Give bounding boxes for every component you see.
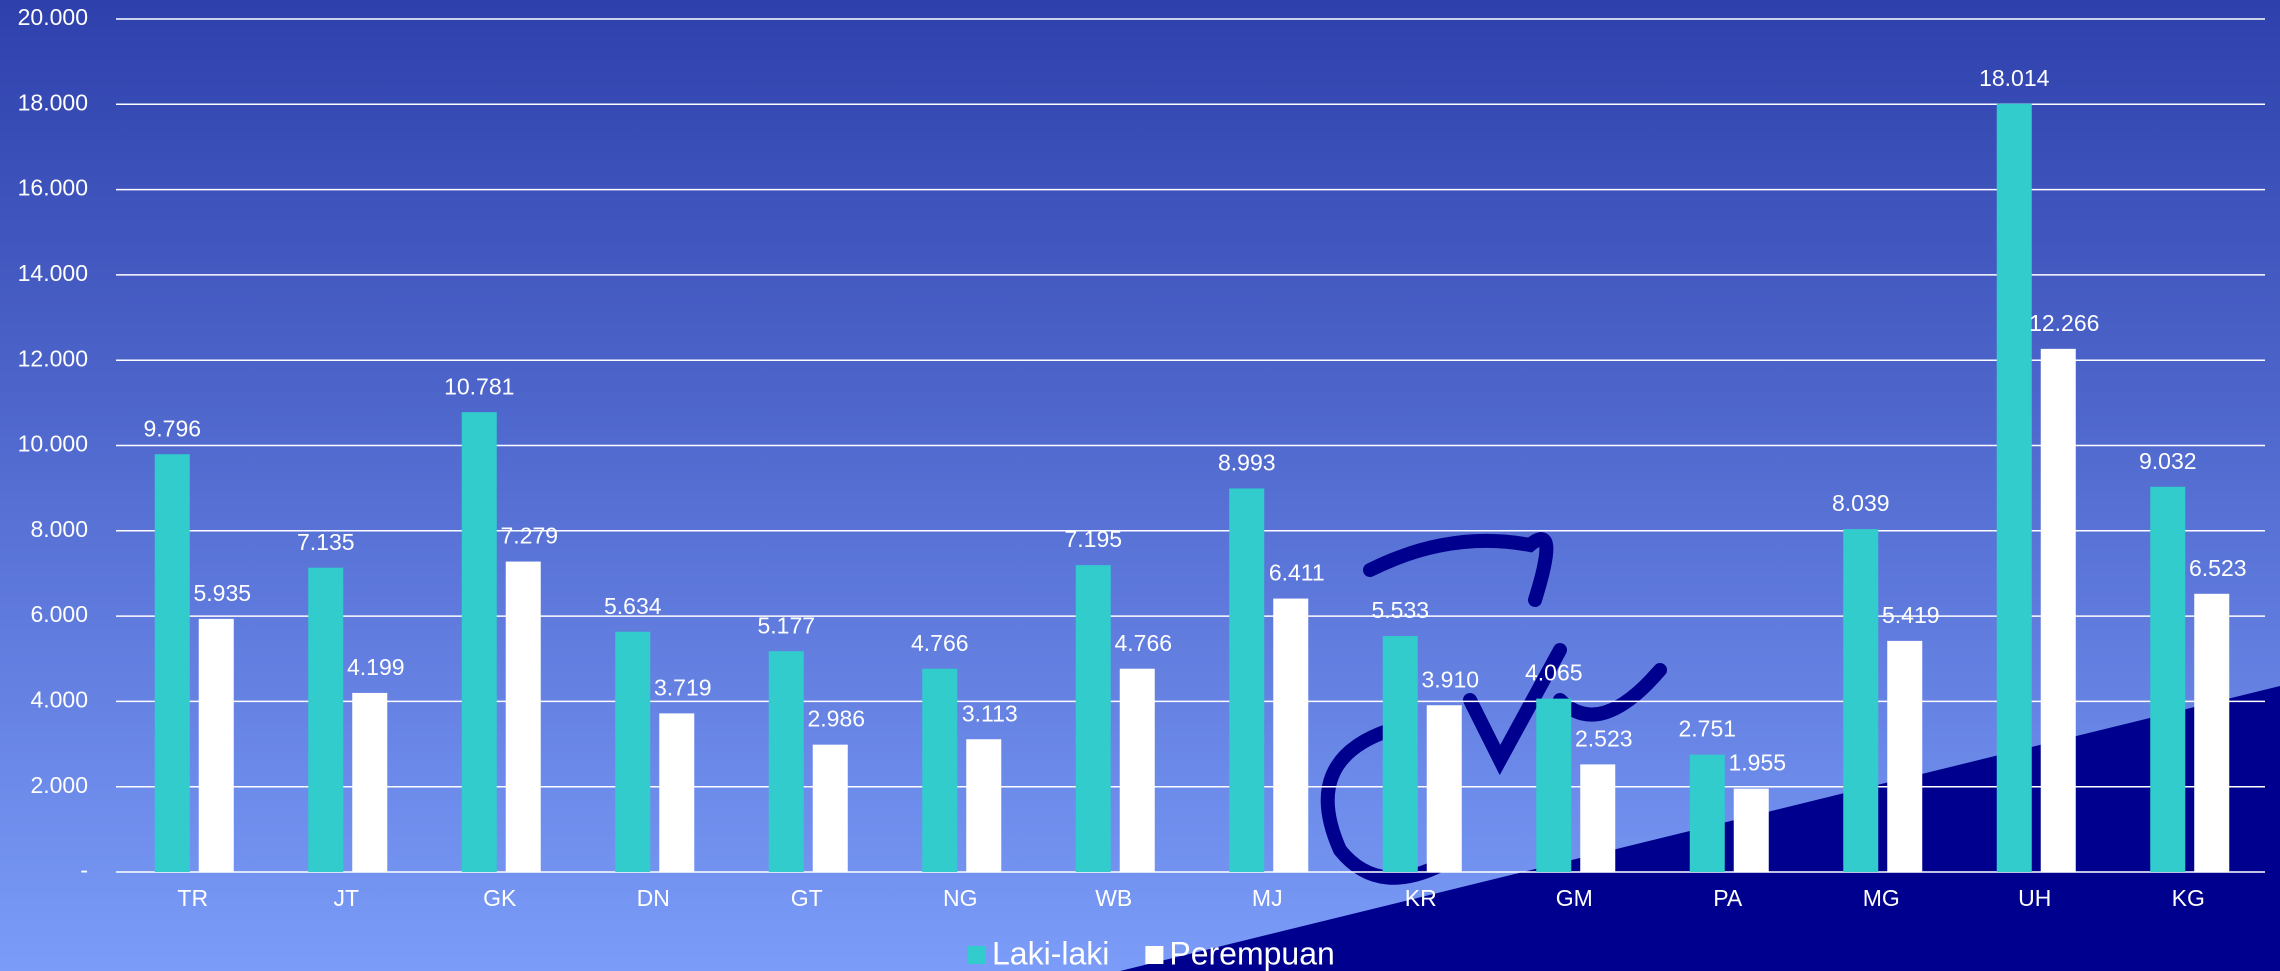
bar: [1075, 565, 1111, 872]
legend-marker: [1145, 946, 1164, 964]
bar: [2150, 486, 2186, 872]
bar: [505, 561, 541, 872]
value-label: 7.195: [1064, 526, 1122, 552]
y-tick-label: -: [80, 857, 88, 883]
bar: [1426, 705, 1462, 872]
bar: [1536, 698, 1572, 872]
value-label: 4.766: [911, 630, 969, 656]
value-label: 4.199: [347, 654, 405, 680]
y-tick-label: 4.000: [30, 686, 88, 712]
bar: [2040, 348, 2076, 872]
value-label: 18.014: [1979, 65, 2050, 91]
x-tick-label: GT: [791, 885, 823, 911]
bar: [1382, 636, 1418, 872]
value-label: 4.065: [1525, 660, 1583, 686]
value-label: 10.781: [444, 373, 514, 399]
legend-label: Perempuan: [1169, 935, 1334, 971]
bar: [922, 668, 958, 872]
value-label: 5.533: [1371, 597, 1429, 623]
bar: [461, 412, 497, 872]
x-tick-label: GK: [483, 885, 517, 911]
x-tick-label: MJ: [1252, 885, 1283, 911]
value-label: 5.634: [604, 593, 662, 619]
y-tick-label: 10.000: [18, 431, 88, 457]
bar: [1996, 103, 2032, 873]
value-label: 8.993: [1218, 450, 1276, 476]
legend-label: Laki-laki: [992, 935, 1109, 971]
bar: [659, 713, 695, 872]
x-tick-label: PA: [1713, 885, 1743, 911]
y-tick-label: 20.000: [18, 4, 88, 30]
bar: [966, 739, 1002, 872]
bar: [1273, 598, 1309, 872]
bar: [352, 692, 388, 872]
value-label: 6.523: [2189, 555, 2247, 581]
legend-marker: [968, 946, 986, 964]
value-label: 8.039: [1832, 490, 1890, 516]
value-label: 5.935: [193, 580, 251, 606]
value-label: 3.910: [1421, 666, 1479, 692]
bar: [615, 631, 651, 872]
bar: [1887, 640, 1923, 872]
bar: [154, 454, 190, 872]
bar: [1689, 754, 1725, 872]
value-label: 6.411: [1269, 560, 1325, 586]
x-tick-label: DN: [637, 885, 670, 911]
x-tick-label: TR: [177, 885, 208, 911]
bar: [308, 567, 344, 872]
value-label: 5.177: [757, 612, 815, 638]
value-label: 7.279: [500, 523, 558, 549]
x-tick-label: JT: [333, 885, 359, 911]
bar: [1580, 764, 1616, 872]
y-tick-label: 18.000: [18, 89, 88, 115]
bar: [1843, 529, 1879, 872]
value-label: 12.266: [2029, 310, 2099, 336]
y-tick-label: 2.000: [30, 772, 88, 798]
value-label: 2.751: [1678, 716, 1736, 742]
value-label: 9.032: [2139, 448, 2197, 474]
value-label: 1.955: [1728, 750, 1786, 776]
value-label: 9.796: [143, 415, 201, 441]
value-label: 2.523: [1575, 725, 1633, 751]
value-label: 7.135: [297, 529, 355, 555]
bar: [812, 744, 848, 872]
value-label: 3.113: [962, 700, 1018, 726]
bar: [198, 618, 234, 872]
x-tick-label: MG: [1863, 885, 1900, 911]
x-tick-label: KR: [1405, 885, 1437, 911]
logo: [1320, 532, 1667, 885]
value-label: 2.986: [807, 706, 865, 732]
y-tick-label: 6.000: [30, 601, 88, 627]
x-tick-label: KG: [2172, 885, 2205, 911]
bar: [1119, 668, 1155, 872]
bar: [2194, 593, 2230, 872]
x-tick-label: WB: [1095, 885, 1132, 911]
y-tick-label: 8.000: [30, 516, 88, 542]
y-tick-label: 12.000: [18, 345, 88, 371]
y-tick-label: 14.000: [18, 260, 88, 286]
value-label: 5.419: [1882, 602, 1940, 628]
x-tick-label: UH: [2018, 885, 2051, 911]
x-tick-label: GM: [1556, 885, 1593, 911]
bar: [768, 651, 804, 872]
value-label: 3.719: [654, 674, 712, 700]
y-tick-label: 16.000: [18, 175, 88, 201]
value-label: 4.766: [1114, 630, 1172, 656]
bar: [1229, 488, 1265, 872]
x-tick-label: NG: [943, 885, 978, 911]
bar: [1733, 788, 1769, 872]
